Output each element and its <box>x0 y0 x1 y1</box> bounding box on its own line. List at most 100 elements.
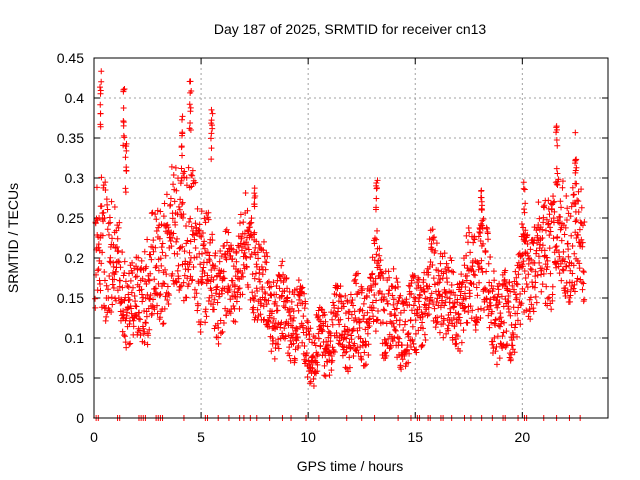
data-point <box>271 355 278 362</box>
data-point <box>576 265 583 272</box>
data-point <box>515 271 522 278</box>
data-point <box>251 275 258 282</box>
data-point <box>341 323 348 330</box>
data-point <box>281 325 288 332</box>
data-point <box>301 305 308 312</box>
data-point <box>193 254 200 261</box>
data-point <box>254 288 261 295</box>
data-point <box>461 262 468 269</box>
data-point <box>321 309 328 316</box>
data-point <box>544 263 551 270</box>
data-point <box>490 268 497 275</box>
data-point <box>559 266 566 273</box>
data-point <box>258 300 265 307</box>
data-point <box>411 272 418 279</box>
data-point <box>441 302 448 309</box>
data-point <box>197 329 204 336</box>
data-point <box>256 276 263 283</box>
data-point <box>463 252 470 259</box>
data-point <box>534 232 541 239</box>
data-point <box>293 286 300 293</box>
data-point <box>569 270 576 277</box>
data-point <box>574 275 581 282</box>
data-point <box>268 292 275 299</box>
data-point <box>429 262 436 269</box>
data-point <box>303 331 310 338</box>
data-point <box>159 240 166 247</box>
x-tick-label: 0 <box>90 429 98 445</box>
data-point <box>449 337 456 344</box>
data-point <box>174 250 181 257</box>
data-point <box>563 279 570 286</box>
data-point <box>280 279 287 286</box>
data-point <box>454 333 461 340</box>
data-point <box>106 273 113 280</box>
data-point <box>504 298 511 305</box>
data-point <box>543 254 550 261</box>
data-point <box>391 323 398 330</box>
data-point <box>172 221 179 228</box>
data-point <box>473 284 480 291</box>
data-point <box>411 294 418 301</box>
data-point <box>402 318 409 325</box>
data-point <box>322 373 329 380</box>
data-point <box>195 226 202 233</box>
data-point <box>127 340 134 347</box>
data-point <box>422 336 429 343</box>
data-point <box>251 236 258 243</box>
data-point <box>432 324 439 331</box>
data-point <box>252 293 259 300</box>
data-point <box>383 298 390 305</box>
data-point <box>573 278 580 285</box>
data-point <box>251 203 258 210</box>
data-point <box>109 235 116 242</box>
data-point <box>202 319 209 326</box>
data-point <box>451 303 458 310</box>
data-point <box>191 254 198 261</box>
data-point <box>314 361 321 368</box>
data-point <box>155 280 162 287</box>
data-point <box>381 294 388 301</box>
data-point <box>279 258 286 265</box>
data-point <box>208 117 215 124</box>
data-point <box>240 273 247 280</box>
data-point <box>247 254 254 261</box>
data-point <box>300 322 307 329</box>
data-point <box>129 259 136 266</box>
data-point <box>524 241 531 248</box>
data-point <box>375 262 382 269</box>
data-point <box>101 214 108 221</box>
data-point <box>318 328 325 335</box>
data-point <box>261 296 268 303</box>
data-point <box>522 227 529 234</box>
data-point <box>384 300 391 307</box>
data-point <box>287 337 294 344</box>
data-point <box>186 101 193 108</box>
data-point <box>226 248 233 255</box>
data-point <box>505 308 512 315</box>
data-point <box>287 312 294 319</box>
data-point <box>538 265 545 272</box>
data-point <box>105 286 112 293</box>
data-point <box>407 344 414 351</box>
data-point <box>513 280 520 287</box>
data-point <box>559 178 566 185</box>
data-point <box>254 249 261 256</box>
data-point <box>270 279 277 286</box>
data-point <box>497 323 504 330</box>
data-point <box>144 341 151 348</box>
data-point <box>392 284 399 291</box>
data-point <box>264 253 271 260</box>
data-point <box>373 251 380 258</box>
data-point <box>393 275 400 282</box>
data-point <box>403 296 410 303</box>
data-point <box>433 319 440 326</box>
data-point <box>186 219 193 226</box>
data-point <box>268 348 275 355</box>
data-point <box>204 249 211 256</box>
data-point <box>444 279 451 286</box>
data-point <box>235 285 242 292</box>
x-axis-ticks: 0 5 10 15 20 <box>90 58 530 445</box>
data-point <box>173 187 180 194</box>
data-point <box>234 275 241 282</box>
